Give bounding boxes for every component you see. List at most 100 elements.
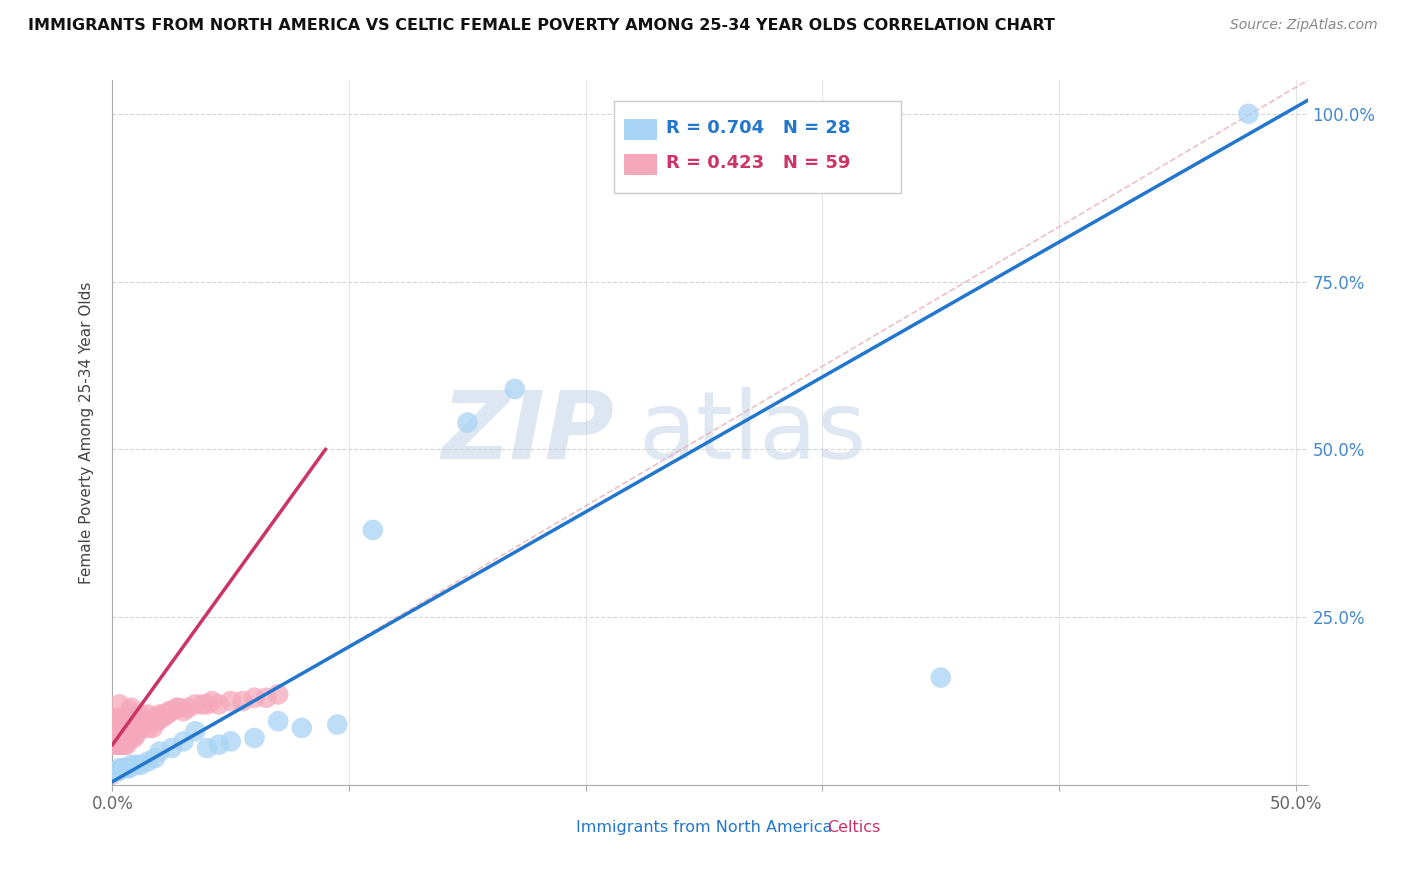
Text: Source: ZipAtlas.com: Source: ZipAtlas.com <box>1230 18 1378 32</box>
Point <box>108 711 131 725</box>
Point <box>112 711 135 725</box>
Text: R = 0.704   N = 28: R = 0.704 N = 28 <box>666 120 851 137</box>
Point <box>184 724 207 739</box>
Point <box>108 761 131 775</box>
Text: IMMIGRANTS FROM NORTH AMERICA VS CELTIC FEMALE POVERTY AMONG 25-34 YEAR OLDS COR: IMMIGRANTS FROM NORTH AMERICA VS CELTIC … <box>28 18 1054 33</box>
Point <box>122 717 145 731</box>
Point <box>125 714 148 729</box>
Y-axis label: Female Poverty Among 25-34 Year Olds: Female Poverty Among 25-34 Year Olds <box>79 282 94 583</box>
Point <box>267 687 290 701</box>
Text: atlas: atlas <box>638 386 866 479</box>
Point <box>108 738 131 752</box>
Point <box>139 714 162 729</box>
Point <box>105 724 128 739</box>
Point <box>232 694 254 708</box>
Point <box>111 738 134 752</box>
Point <box>118 704 141 718</box>
Point <box>104 764 127 779</box>
Point <box>172 704 194 718</box>
Point <box>115 761 138 775</box>
Point <box>150 711 173 725</box>
Point <box>118 731 141 745</box>
Point <box>136 707 159 722</box>
Point <box>120 714 142 729</box>
Point <box>125 757 148 772</box>
Point <box>129 721 152 735</box>
Text: R = 0.423   N = 59: R = 0.423 N = 59 <box>666 154 851 172</box>
Point <box>111 711 134 725</box>
Point <box>118 717 141 731</box>
Point <box>105 764 128 779</box>
Point <box>201 694 224 708</box>
Point <box>120 700 142 714</box>
Point <box>191 698 214 712</box>
Point <box>929 671 952 685</box>
Point <box>157 704 180 718</box>
FancyBboxPatch shape <box>624 154 658 176</box>
Point <box>149 744 172 758</box>
Point <box>1237 107 1260 121</box>
Point <box>243 731 266 745</box>
Point <box>112 761 135 775</box>
Point <box>153 707 176 722</box>
Point <box>105 738 128 752</box>
Point <box>160 704 183 718</box>
Point <box>112 738 135 752</box>
Point <box>172 734 194 748</box>
FancyBboxPatch shape <box>793 817 820 838</box>
Point <box>156 707 179 722</box>
Point <box>136 755 159 769</box>
Point <box>160 741 183 756</box>
Point <box>129 707 152 722</box>
Point <box>219 734 242 748</box>
Point <box>125 728 148 742</box>
Point <box>165 700 187 714</box>
Point <box>208 738 231 752</box>
Point <box>120 757 142 772</box>
Point <box>108 724 131 739</box>
Point <box>105 711 128 725</box>
Point <box>143 751 166 765</box>
Point <box>456 416 478 430</box>
Point <box>177 700 200 714</box>
Point <box>195 698 218 712</box>
Point <box>115 738 138 752</box>
Point <box>361 523 384 537</box>
Point <box>132 717 155 731</box>
Point <box>146 714 169 729</box>
Point <box>104 717 127 731</box>
Point <box>111 761 134 775</box>
Point <box>184 698 207 712</box>
Point <box>111 724 134 739</box>
Point <box>195 741 218 756</box>
Point <box>219 694 242 708</box>
Point <box>142 721 165 735</box>
Point <box>267 714 290 729</box>
FancyBboxPatch shape <box>614 102 901 193</box>
Point <box>167 700 190 714</box>
Point <box>104 738 127 752</box>
Point <box>115 724 138 739</box>
Point <box>243 690 266 705</box>
Point <box>129 757 152 772</box>
Text: Immigrants from North America: Immigrants from North America <box>576 820 832 835</box>
Point <box>120 728 142 742</box>
Point <box>128 721 150 735</box>
Text: Celtics: Celtics <box>827 820 880 835</box>
Point <box>149 707 172 722</box>
Point <box>115 711 138 725</box>
Point <box>108 698 131 712</box>
Text: ZIP: ZIP <box>441 386 614 479</box>
Point <box>254 690 277 705</box>
Point <box>122 731 145 745</box>
FancyBboxPatch shape <box>624 119 658 140</box>
Point <box>118 761 141 775</box>
Point <box>143 711 166 725</box>
Point <box>291 721 314 735</box>
Point <box>208 698 231 712</box>
Point <box>503 382 526 396</box>
Point <box>135 714 157 729</box>
Point <box>136 721 159 735</box>
FancyBboxPatch shape <box>543 817 569 838</box>
Point <box>112 724 135 739</box>
